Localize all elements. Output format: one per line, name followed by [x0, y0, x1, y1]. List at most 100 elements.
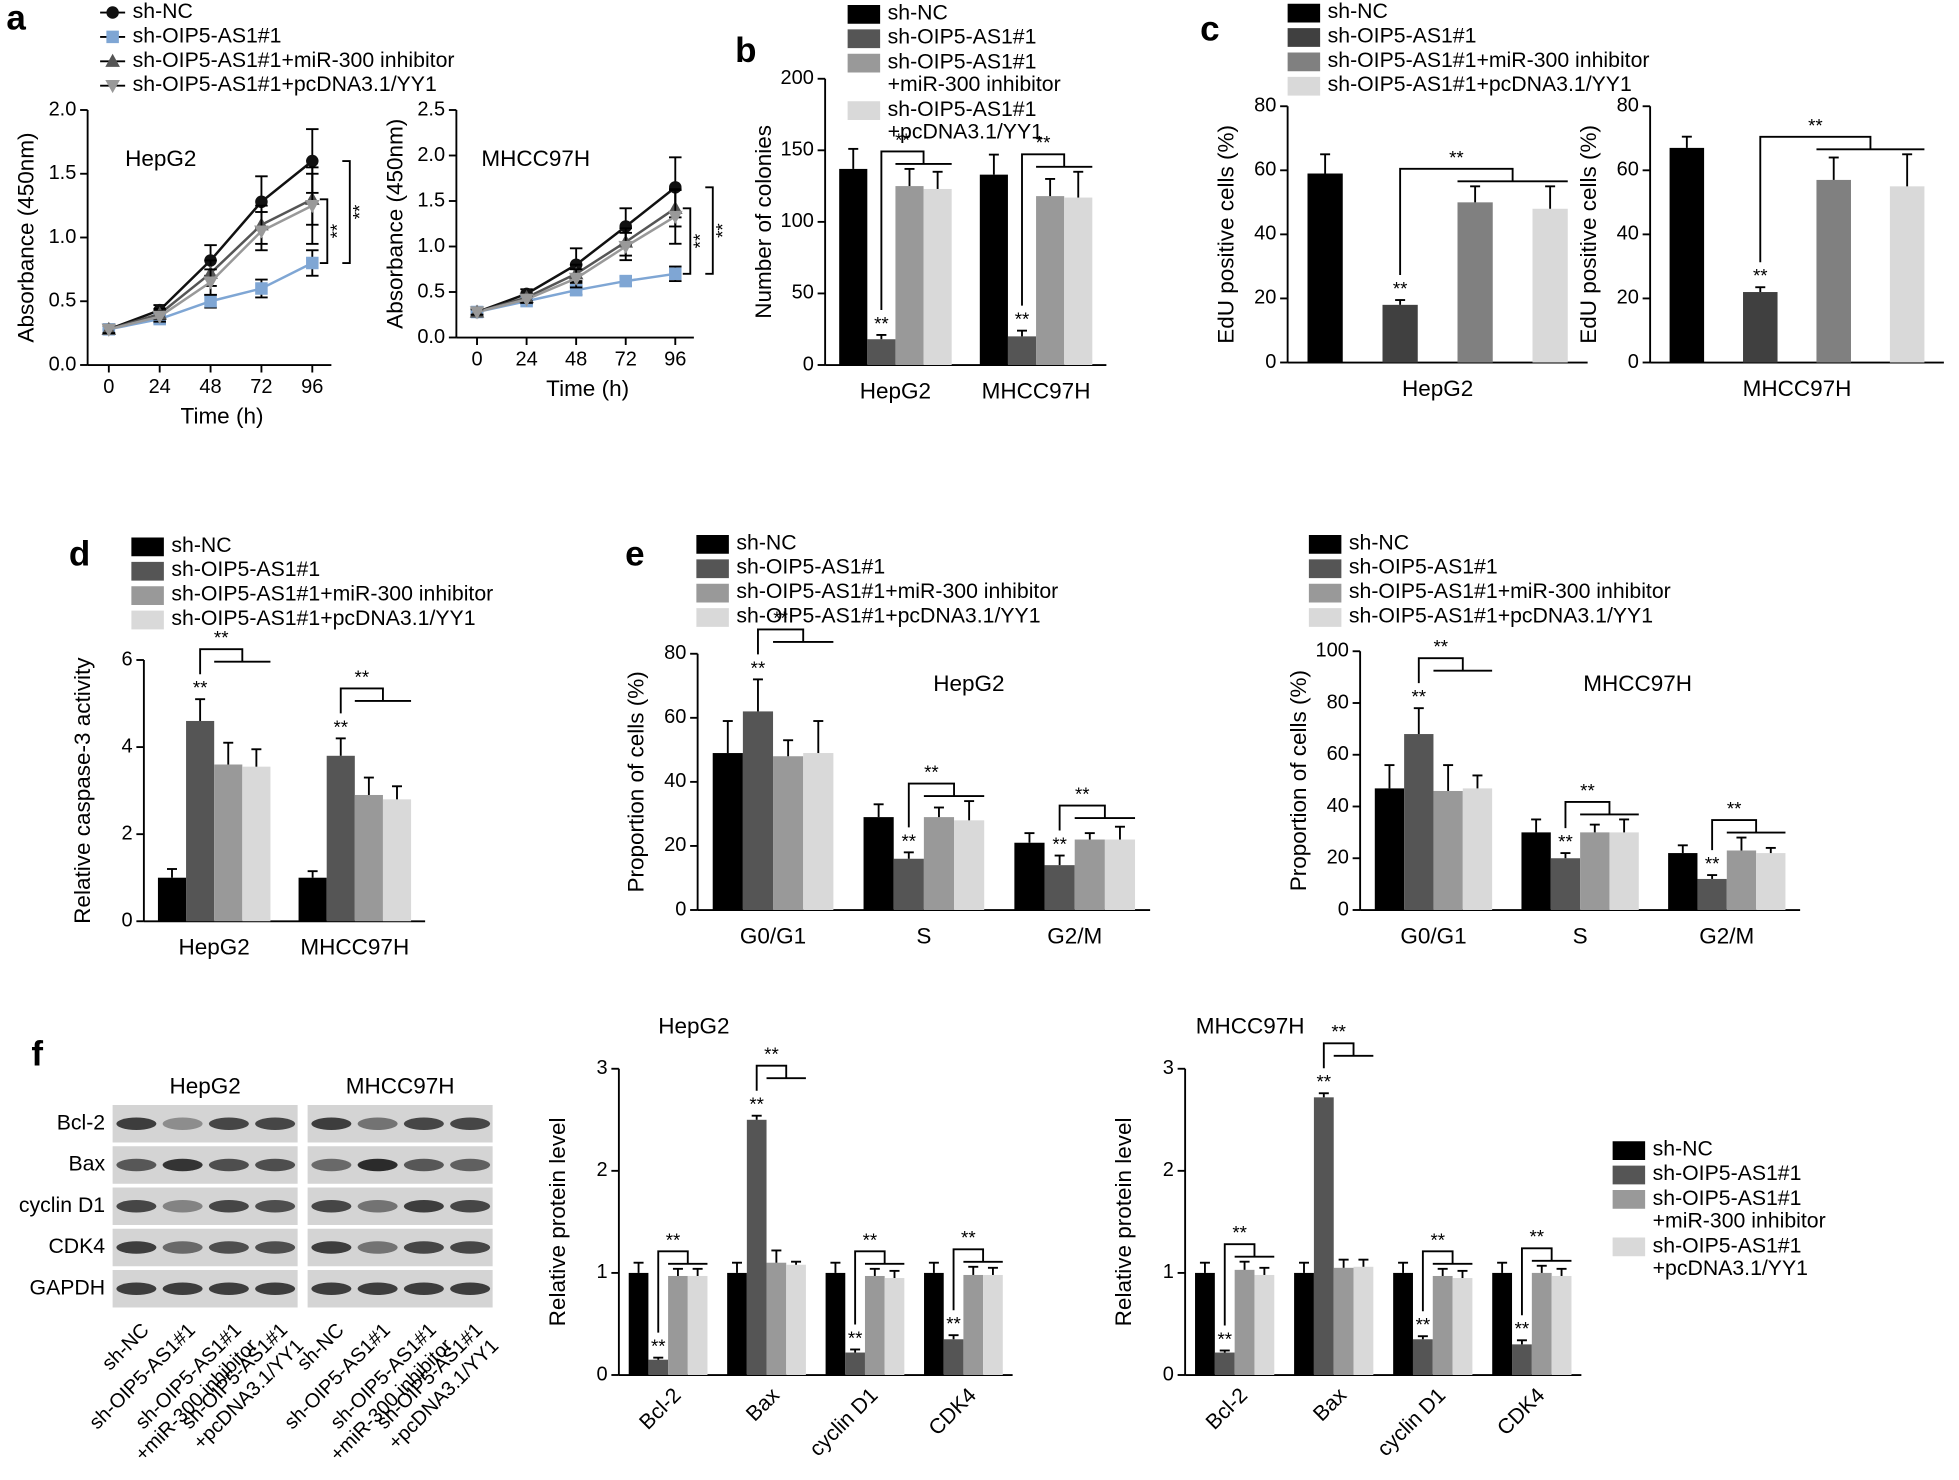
bar: [382, 799, 412, 922]
x-tick-label: Bax: [741, 1383, 784, 1426]
blot-band: [357, 1117, 398, 1130]
legend-swatch: [131, 610, 164, 630]
legend-swatch: [131, 537, 164, 557]
legend-label: sh-OIP5-AS1#1: [1653, 1161, 1802, 1185]
blot-band: [450, 1158, 491, 1172]
chart-title: MHCC97H: [1583, 671, 1692, 696]
bar: [979, 174, 1008, 365]
bar: [1234, 1269, 1255, 1375]
bar: [867, 339, 896, 365]
x-tick-label: 0: [471, 348, 482, 370]
blot-band: [255, 1200, 296, 1213]
bar: [1353, 1266, 1374, 1375]
bar: [1697, 878, 1727, 910]
x-tick-label: G0/G1: [1400, 923, 1466, 948]
bar: [773, 756, 804, 910]
y-tick-label: 50: [792, 282, 814, 304]
bar: [1669, 147, 1705, 363]
legend-swatch: [1287, 76, 1321, 96]
legend-label: sh-OIP5-AS1#1+miR-300 inhibitor: [1328, 48, 1650, 72]
bar: [983, 1274, 1003, 1375]
point: [568, 272, 584, 286]
y-axis-label: Proportion of cells (%): [624, 671, 649, 892]
x-tick-label: 96: [664, 348, 686, 370]
x-axis-label: Time (h): [181, 403, 264, 428]
bar: [1580, 832, 1610, 910]
chart-title: MHCC97H: [1196, 1013, 1305, 1038]
significance: **: [1232, 1222, 1247, 1243]
significance: **: [946, 1313, 961, 1334]
blot-band: [116, 1200, 157, 1213]
significance: **: [214, 627, 229, 648]
bar: [1036, 196, 1065, 365]
x-tick-label: HepG2: [179, 935, 250, 960]
blot-row-label: CDK4: [48, 1234, 105, 1258]
y-axis-label: EdU positive cells (%): [1576, 125, 1601, 344]
bar: [214, 764, 243, 922]
legend-label: sh-OIP5-AS1#1: [171, 557, 320, 581]
point: [304, 200, 320, 214]
y-axis-label: EdU positive cells (%): [1214, 125, 1239, 344]
y-tick-label: 3: [1163, 1057, 1174, 1079]
bar: [1254, 1274, 1275, 1375]
significance: **: [1331, 1021, 1346, 1042]
y-tick-label: 0: [1265, 351, 1276, 373]
panel-letter: f: [31, 1035, 43, 1074]
significance: **: [689, 234, 710, 249]
x-tick-label: MHCC97H: [1743, 376, 1852, 401]
legend-marker: [105, 80, 120, 94]
legend-swatch: [1287, 3, 1321, 23]
bar: [668, 1275, 688, 1375]
bar: [803, 753, 834, 910]
bar: [1333, 1267, 1354, 1375]
blot-row-label: cyclin D1: [19, 1193, 105, 1217]
bar: [1512, 1344, 1532, 1375]
significance: **: [1727, 798, 1742, 819]
bar: [1007, 336, 1037, 365]
blot-band: [311, 1282, 352, 1295]
y-tick-label: 0.5: [49, 290, 77, 312]
bar: [954, 820, 985, 910]
y-axis-label: Proportion of cells (%): [1286, 670, 1311, 891]
bar: [746, 1119, 767, 1375]
bar: [648, 1359, 669, 1375]
chart-title: HepG2: [658, 1013, 729, 1038]
bracket: [1421, 1250, 1454, 1312]
y-tick-label: 20: [1617, 287, 1639, 309]
y-tick-label: 2.0: [49, 98, 77, 120]
legend-marker: [106, 6, 119, 19]
bar: [242, 766, 271, 922]
point: [618, 240, 634, 255]
y-tick-label: 20: [664, 834, 686, 856]
significance: **: [1433, 636, 1448, 657]
point: [255, 282, 268, 295]
legend-swatch: [1612, 1190, 1646, 1209]
bracket: [1223, 1243, 1256, 1326]
blot-band: [357, 1282, 398, 1295]
blot-band: [255, 1282, 296, 1295]
bar: [943, 1339, 964, 1375]
bracket: [907, 782, 955, 828]
blot-row-label: GAPDH: [30, 1275, 106, 1299]
annotation: MHCC97H: [481, 146, 590, 171]
blot-band: [403, 1158, 444, 1172]
y-tick-label: 200: [781, 67, 814, 89]
significance: **: [1808, 115, 1823, 136]
bar: [825, 1272, 846, 1375]
bar: [766, 1262, 787, 1375]
legend-label: sh-OIP5-AS1#1: [1349, 555, 1498, 579]
bracket: [1417, 657, 1464, 684]
legend-swatch: [847, 53, 881, 73]
significance: **: [651, 1336, 666, 1357]
bracket: [319, 198, 329, 264]
bar: [1609, 832, 1639, 910]
bar: [1382, 304, 1418, 363]
y-tick-label: 0.0: [49, 353, 77, 375]
significance: **: [1052, 834, 1067, 855]
legend-label: sh-OIP5-AS1#1+pcDNA3.1/YY1: [1653, 1233, 1808, 1280]
x-tick-label: 48: [565, 348, 587, 370]
bracket: [1564, 800, 1611, 829]
y-tick-label: 0: [1163, 1363, 1174, 1385]
legend-swatch: [696, 559, 729, 579]
